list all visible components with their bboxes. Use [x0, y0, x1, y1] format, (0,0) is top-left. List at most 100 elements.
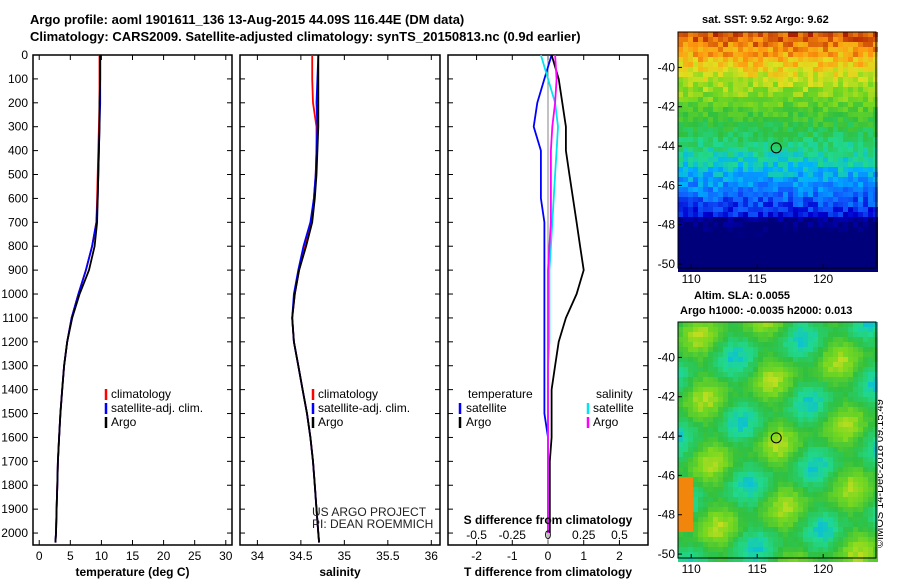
map-cell: [703, 527, 708, 532]
map-cell: [683, 322, 688, 327]
map-cell: [768, 47, 773, 52]
map-cell: [808, 127, 813, 132]
map-cell: [858, 382, 863, 387]
y-tick-label: 1200: [1, 335, 28, 349]
map-cell: [723, 407, 728, 412]
map-cell: [738, 422, 743, 427]
map-cell: [818, 192, 823, 197]
map-cell: [828, 437, 833, 442]
map-cell: [808, 482, 813, 487]
map-cell: [688, 152, 693, 157]
map-cell: [708, 192, 713, 197]
map-cell: [743, 422, 748, 427]
map-cell: [733, 367, 738, 372]
map-cell: [833, 167, 838, 172]
map-cell: [713, 407, 718, 412]
map-cell: [798, 397, 803, 402]
map-cell: [708, 517, 713, 522]
map-cell: [703, 127, 708, 132]
map-cell: [753, 37, 758, 42]
map-cell: [718, 72, 723, 77]
map-cell: [778, 377, 783, 382]
map-cell: [848, 532, 853, 537]
map-cell: [718, 257, 723, 262]
map-cell: [838, 512, 843, 517]
map-cell: [768, 212, 773, 217]
map-cell: [818, 62, 823, 67]
map-cell: [788, 542, 793, 547]
map-cell: [858, 252, 863, 257]
map-cell: [723, 102, 728, 107]
map-y-tick-label: -50: [658, 547, 676, 561]
map-cell: [863, 547, 868, 552]
map-cell: [758, 127, 763, 132]
map-cell: [688, 177, 693, 182]
map-cell: [773, 467, 778, 472]
map-x-tick-label: 120: [813, 562, 833, 576]
map-cell: [868, 382, 873, 387]
map-cell: [788, 457, 793, 462]
map-cell: [743, 547, 748, 552]
map-cell: [738, 472, 743, 477]
credit-annotation: US ARGO PROJECT: [312, 505, 427, 519]
map-cell: [718, 202, 723, 207]
map-cell: [728, 357, 733, 362]
map-cell: [833, 512, 838, 517]
map-cell: [868, 322, 873, 327]
map-cell: [818, 172, 823, 177]
map-cell: [733, 557, 738, 562]
map-cell: [813, 132, 818, 137]
map-cell: [753, 262, 758, 267]
map-cell: [748, 172, 753, 177]
map-cell: [718, 207, 723, 212]
map-cell: [778, 177, 783, 182]
map-cell: [738, 127, 743, 132]
map-cell: [853, 232, 858, 237]
map-cell: [693, 507, 698, 512]
map-cell: [678, 252, 683, 257]
map-cell: [843, 82, 848, 87]
map-cell: [813, 462, 818, 467]
map-cell: [708, 522, 713, 527]
map-cell: [738, 377, 743, 382]
map-cell: [813, 142, 818, 147]
map-cell: [778, 232, 783, 237]
map-cell: [758, 542, 763, 547]
map-cell: [738, 67, 743, 72]
map-cell: [828, 42, 833, 47]
map-cell: [808, 42, 813, 47]
map-cell: [798, 257, 803, 262]
map-cell: [703, 362, 708, 367]
map-cell: [823, 152, 828, 157]
map-cell: [688, 167, 693, 172]
map-cell: [698, 227, 703, 232]
y-tick-label: 1000: [1, 287, 28, 301]
map-cell: [698, 77, 703, 82]
map-cell: [768, 427, 773, 432]
map-cell: [723, 147, 728, 152]
map-cell: [733, 217, 738, 222]
map-cell: [723, 47, 728, 52]
map-cell: [838, 557, 843, 562]
map-cell: [773, 222, 778, 227]
map-cell: [798, 457, 803, 462]
map-cell: [863, 32, 868, 37]
map-cell: [828, 262, 833, 267]
map-cell: [848, 372, 853, 377]
map-cell: [688, 157, 693, 162]
map-cell: [718, 227, 723, 232]
map-cell: [763, 482, 768, 487]
map-cell: [813, 347, 818, 352]
map-cell: [683, 477, 688, 482]
map-cell: [678, 77, 683, 82]
map-cell: [818, 372, 823, 377]
map-cell: [758, 512, 763, 517]
map-cell: [698, 472, 703, 477]
map-cell: [828, 252, 833, 257]
map-cell: [823, 452, 828, 457]
map-cell: [808, 447, 813, 452]
map-x-tick-label: 120: [813, 272, 833, 286]
map-cell: [723, 367, 728, 372]
map-cell: [853, 517, 858, 522]
map-cell: [748, 482, 753, 487]
